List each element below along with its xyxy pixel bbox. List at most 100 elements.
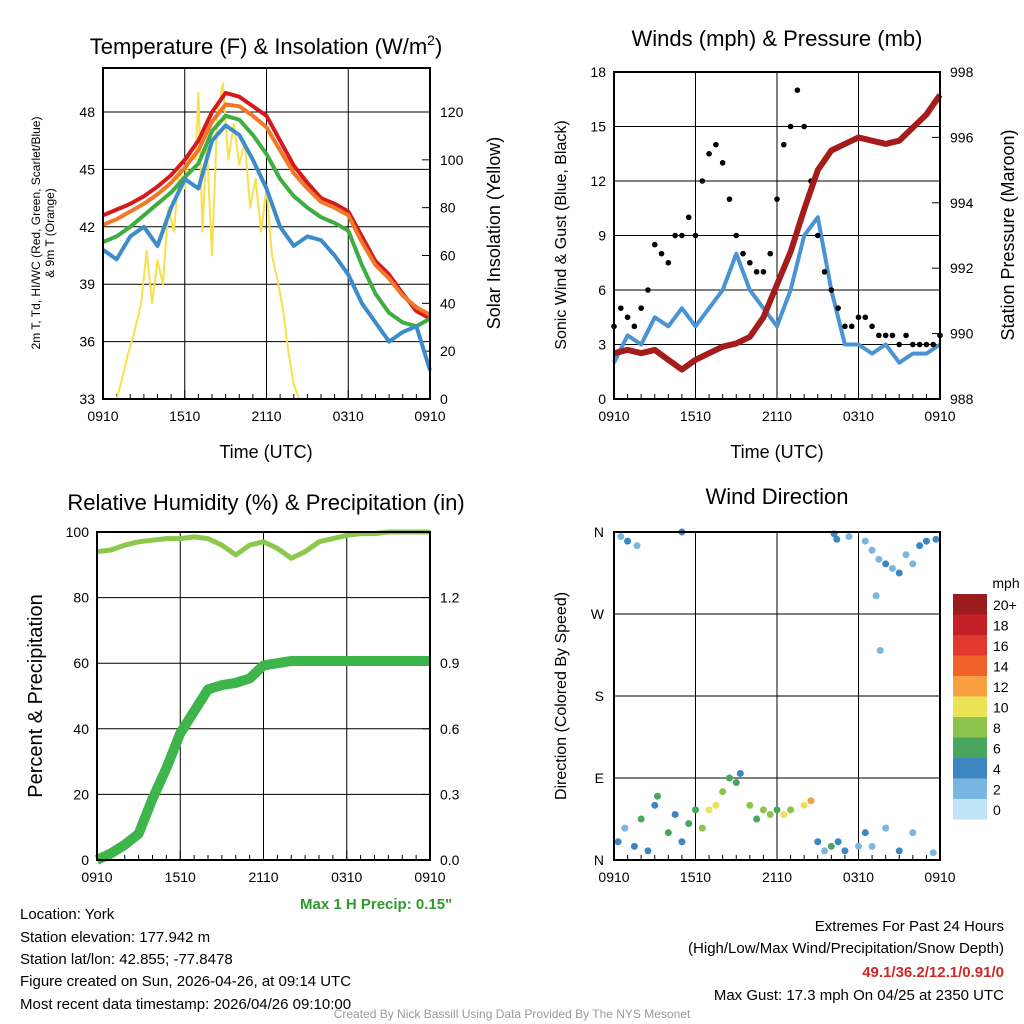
y-tick-label: E	[595, 770, 604, 786]
y-axis-label: Sonic Wind & Gust (Blue, Black)	[553, 120, 570, 349]
x-tick-label: 1510	[169, 408, 200, 424]
gust-point	[828, 287, 835, 293]
y2-tick-label: 990	[950, 326, 974, 342]
wind-direction-point	[692, 806, 699, 814]
wind-direction-point	[834, 838, 842, 846]
gust-point	[638, 305, 644, 311]
gust-point	[876, 332, 882, 339]
y2-tick-label: 20	[440, 343, 456, 359]
plot-frame	[613, 71, 941, 400]
y2-tick-label: 60	[440, 248, 456, 264]
gust-point	[903, 332, 909, 339]
gust-point	[835, 305, 841, 311]
gust-point	[719, 160, 726, 166]
y2-tick-label: 998	[950, 64, 974, 80]
wind-direction-point	[872, 592, 880, 600]
y2-tick-label: 40	[440, 295, 456, 311]
x-tick-label: 0910	[414, 869, 445, 885]
plot-frame	[613, 531, 941, 861]
gust-point	[862, 314, 869, 321]
latlon-text: Station lat/lon: 42.855; -77.8478	[20, 951, 233, 968]
y2-tick-label: 100	[440, 152, 464, 168]
x-tick-label: 0910	[598, 408, 629, 424]
wind-direction-point	[821, 847, 829, 855]
wind-direction-point	[630, 842, 638, 850]
y-tick-label: 33	[79, 391, 95, 407]
y2-tick-label: 996	[950, 129, 974, 145]
wind-direction-point	[773, 806, 781, 814]
wind-direction-point	[766, 810, 774, 818]
wind-direction-point	[855, 842, 862, 850]
wind-direction-point	[633, 542, 641, 550]
wind-direction-point	[614, 838, 622, 846]
x-tick-label: 1510	[680, 869, 711, 885]
gust-point	[767, 250, 774, 257]
wind-direction-point	[685, 820, 693, 828]
legend-swatch	[953, 594, 987, 615]
gust-point	[787, 123, 794, 130]
y-axis-label-2: & 9m T (Orange)	[43, 188, 57, 278]
wind-direction-point	[845, 533, 853, 541]
gust-point	[923, 341, 930, 348]
gust-point	[753, 269, 760, 275]
y-tick-label: 60	[73, 655, 89, 671]
legend-label: 10	[993, 700, 1009, 716]
y2-tick-label: 0.3	[440, 786, 460, 802]
y-axis-label: 2m T, Td, HI/WC (Red, Green, Scarlet/Blu…	[29, 117, 43, 350]
x-tick-label: 1510	[165, 869, 196, 885]
chart-title: Winds (mph) & Pressure (mb)	[632, 26, 923, 51]
wind-direction-point	[868, 842, 876, 850]
gust-point	[692, 232, 699, 239]
wind-direction-point	[746, 801, 754, 809]
plot-frame	[102, 67, 431, 400]
gust-point	[842, 323, 848, 330]
legend-swatch	[953, 696, 987, 717]
wind-direction-point	[827, 842, 835, 850]
wind-direction-point	[698, 824, 706, 832]
y2-tick-label: 0.0	[440, 852, 460, 868]
x-tick-label: 0310	[843, 869, 874, 885]
wind-direction-point	[644, 847, 652, 855]
y-tick-label: W	[591, 606, 605, 622]
wind-direction-point	[759, 806, 767, 814]
wind-direction-point	[617, 533, 625, 541]
wind-direction-point	[807, 797, 815, 805]
y2-tick-label: 120	[440, 104, 464, 120]
y-tick-label: 0	[598, 391, 606, 407]
wind-direction-point	[780, 810, 788, 818]
gust-point	[617, 305, 624, 311]
y-tick-label: 42	[79, 219, 95, 235]
wind-direction-point	[651, 801, 659, 809]
legend-label: 8	[993, 720, 1001, 736]
y-tick-label: 80	[73, 590, 89, 606]
y2-tick-label: 994	[950, 195, 974, 211]
wind-direction-point	[882, 824, 890, 832]
y-tick-label: N	[594, 524, 604, 540]
wind-direction-point	[876, 646, 884, 654]
wind-direction-point	[922, 537, 930, 545]
temp-line-td	[102, 113, 431, 329]
wind-direction-point	[736, 769, 744, 777]
wind-direction-point	[653, 792, 661, 800]
precipitation-line	[94, 656, 430, 865]
legend-label: 16	[993, 638, 1009, 654]
gust-point	[916, 341, 923, 348]
y-tick-label: 48	[79, 104, 95, 120]
legend-title: mph	[992, 575, 1019, 591]
wind-direction-point	[895, 569, 903, 577]
y-axis-label: Direction (Colored By Speed)	[553, 592, 570, 800]
legend-swatch	[953, 758, 987, 779]
x-tick-label: 0310	[843, 408, 874, 424]
legend-swatch	[953, 614, 987, 635]
wind-direction-point	[732, 779, 740, 787]
chart-title: Wind Direction	[705, 484, 848, 509]
legend-swatch	[953, 778, 987, 799]
gust-point	[699, 178, 706, 184]
x-tick-label: 1510	[680, 408, 711, 424]
y2-tick-label: 80	[440, 200, 456, 216]
wind-direction-point	[705, 806, 713, 814]
x-tick-label: 0910	[598, 869, 629, 885]
y-tick-label: 100	[66, 524, 90, 540]
wind-direction-point	[929, 849, 937, 857]
wind-direction-point	[909, 560, 917, 568]
